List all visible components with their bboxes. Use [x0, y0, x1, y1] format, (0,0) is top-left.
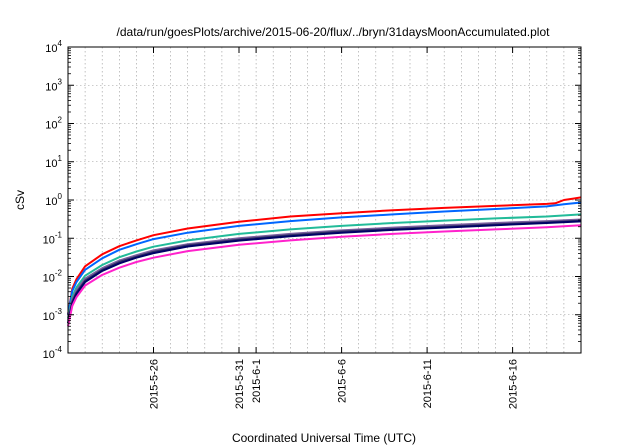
y-tick-label: 10-3	[43, 307, 63, 323]
x-axis-label: Coordinated Universal Time (UTC)	[232, 431, 416, 445]
y-tick-label: 10-2	[43, 269, 63, 285]
y-tick-label: 104	[45, 39, 62, 55]
x-tick-label: 2015-6-6	[337, 359, 349, 403]
x-tick-label: 2015-6-1	[251, 359, 263, 403]
y-tick-label: 102	[45, 116, 62, 132]
y-axis-label: cSv	[13, 190, 27, 210]
x-tick-label: 2015-5-31	[234, 359, 246, 409]
series-line-2	[67, 201, 582, 315]
chart-title: /data/run/goesPlots/archive/2015-06-20/f…	[117, 25, 551, 39]
x-tick-label: 2015-6-11	[422, 359, 434, 408]
y-tick-label: 10-1	[43, 230, 63, 246]
axis-ticks	[68, 46, 581, 354]
series-lines	[67, 196, 582, 327]
series-line-6	[67, 220, 582, 324]
y-tick-labels: 10-4 10-3 10-2 10-1 100 101 102 103 104	[43, 39, 63, 361]
x-tick-labels: 2015-5-26 2015-5-31 2015-6-1 2015-6-6 2015-6…	[149, 359, 520, 409]
series-line-1	[67, 196, 582, 315]
series-line-4	[67, 218, 582, 321]
x-tick-label: 2015-6-16	[508, 359, 520, 409]
y-tick-label: 100	[45, 192, 62, 208]
y-tick-label: 101	[45, 154, 62, 170]
series-line-7	[67, 224, 582, 327]
y-tick-label: 10-4	[43, 345, 63, 361]
y-tick-label: 103	[45, 77, 62, 93]
grid	[68, 47, 581, 353]
x-tick-label: 2015-5-26	[149, 359, 161, 409]
series-line-3	[67, 213, 582, 319]
